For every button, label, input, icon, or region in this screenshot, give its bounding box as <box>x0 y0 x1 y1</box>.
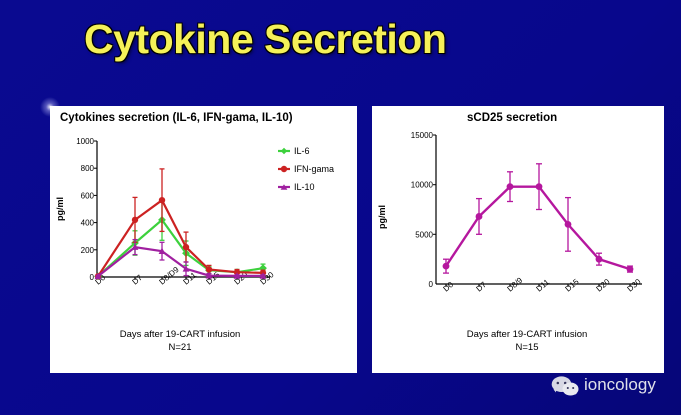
svg-text:15000: 15000 <box>411 131 434 140</box>
svg-text:D15: D15 <box>564 277 581 294</box>
svg-text:200: 200 <box>81 246 95 255</box>
svg-text:D0: D0 <box>442 280 456 294</box>
svg-text:600: 600 <box>81 191 95 200</box>
svg-text:800: 800 <box>81 164 95 173</box>
svg-text:N=15: N=15 <box>516 342 539 353</box>
svg-text:IFN-gama: IFN-gama <box>294 164 334 174</box>
svg-text:5000: 5000 <box>415 230 433 239</box>
svg-text:pg/ml: pg/ml <box>377 205 387 229</box>
svg-text:0: 0 <box>429 280 434 289</box>
svg-text:IL-10: IL-10 <box>294 182 315 192</box>
svg-text:IL-6: IL-6 <box>294 146 310 156</box>
svg-text:D8/9: D8/9 <box>506 275 525 293</box>
svg-text:D7: D7 <box>131 273 145 287</box>
svg-text:D30: D30 <box>626 277 643 294</box>
svg-text:D11: D11 <box>535 277 552 293</box>
svg-text:D20: D20 <box>595 277 612 294</box>
svg-text:Days after 19-CART infusion: Days after 19-CART infusion <box>120 329 241 340</box>
svg-text:D7: D7 <box>475 280 489 294</box>
svg-text:400: 400 <box>81 219 95 228</box>
svg-text:D8/D9: D8/D9 <box>158 265 182 287</box>
svg-text:1000: 1000 <box>76 137 94 146</box>
svg-text:pg/ml: pg/ml <box>55 197 65 221</box>
svg-text:Days after 19-CART infusion: Days after 19-CART infusion <box>467 329 588 340</box>
svg-text:N=21: N=21 <box>169 342 192 353</box>
svg-text:10000: 10000 <box>411 181 434 190</box>
